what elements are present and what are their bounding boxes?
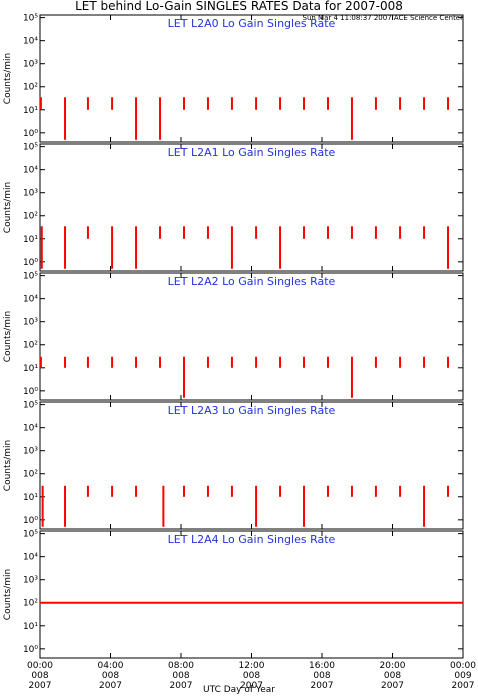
y-tick-label: 10¹ xyxy=(23,622,38,632)
y-tick-label: 10⁰ xyxy=(23,645,38,655)
chart-title: LET behind Lo-Gain SINGLES RATES Data fo… xyxy=(75,0,403,13)
y-tick-label: 10⁴ xyxy=(23,295,38,305)
y-axis-label: Counts/min xyxy=(3,569,13,620)
y-tick-label: 10² xyxy=(23,212,38,222)
panel-title: LET L2A1 Lo Gain Singles Rate xyxy=(168,146,336,159)
y-tick-label: 10⁰ xyxy=(23,387,38,397)
plot-frame xyxy=(39,14,464,143)
plot-frame xyxy=(39,401,464,530)
chart-subtitle: Sun Mar 4 11:08:37 2007 ACE Science Cent… xyxy=(303,14,464,22)
y-axis-label: Counts/min xyxy=(3,440,13,491)
x-tick-label: 00:00 009 2007 xyxy=(450,661,476,691)
y-axis-label: Counts/min xyxy=(3,53,13,104)
y-tick-label: 10⁵ xyxy=(23,272,38,282)
y-tick-label: 10⁰ xyxy=(23,258,38,268)
y-tick-label: 10⁴ xyxy=(23,166,38,176)
y-tick-label: 10⁴ xyxy=(23,37,38,47)
y-tick-label: 10³ xyxy=(23,318,38,328)
panel-title: LET L2A4 Lo Gain Singles Rate xyxy=(168,533,336,546)
panel-title: LET L2A3 Lo Gain Singles Rate xyxy=(168,404,336,417)
y-tick-label: 10⁴ xyxy=(23,424,38,434)
y-tick-label: 10⁵ xyxy=(23,530,38,540)
x-axis-label: UTC Day of Year xyxy=(203,685,275,695)
x-tick-label: 20:00 008 2007 xyxy=(380,661,406,691)
x-tick-label: 04:00 008 2007 xyxy=(98,661,124,691)
y-tick-label: 10⁵ xyxy=(23,143,38,153)
y-tick-label: 10¹ xyxy=(23,493,38,503)
panel-title: LET L2A0 Lo Gain Singles Rate xyxy=(168,17,336,30)
y-tick-label: 10¹ xyxy=(23,235,38,245)
x-tick-label: 00:00 008 2007 xyxy=(27,661,53,691)
plot-frame xyxy=(39,272,464,401)
y-tick-label: 10⁵ xyxy=(23,401,38,411)
y-tick-label: 10³ xyxy=(23,189,38,199)
y-tick-label: 10¹ xyxy=(23,106,38,116)
x-tick-label: 16:00 008 2007 xyxy=(309,661,335,691)
y-tick-label: 10⁴ xyxy=(23,553,38,563)
x-tick-label: 08:00 008 2007 xyxy=(168,661,194,691)
y-axis-label: Counts/min xyxy=(3,311,13,362)
y-tick-label: 10² xyxy=(23,599,38,609)
plot-frame xyxy=(39,530,464,659)
y-tick-label: 10² xyxy=(23,83,38,93)
y-tick-label: 10² xyxy=(23,341,38,351)
y-tick-label: 10³ xyxy=(23,60,38,70)
y-tick-label: 10³ xyxy=(23,447,38,457)
panel-title: LET L2A2 Lo Gain Singles Rate xyxy=(168,275,336,288)
x-tick-label: 12:00 008 2007 xyxy=(239,661,265,691)
y-tick-label: 10⁰ xyxy=(23,516,38,526)
y-tick-label: 10⁰ xyxy=(23,129,38,139)
y-tick-label: 10³ xyxy=(23,576,38,586)
y-tick-label: 10¹ xyxy=(23,364,38,374)
y-tick-label: 10⁵ xyxy=(23,14,38,24)
plot-frame xyxy=(39,143,464,272)
y-axis-label: Counts/min xyxy=(3,182,13,233)
y-tick-label: 10² xyxy=(23,470,38,480)
